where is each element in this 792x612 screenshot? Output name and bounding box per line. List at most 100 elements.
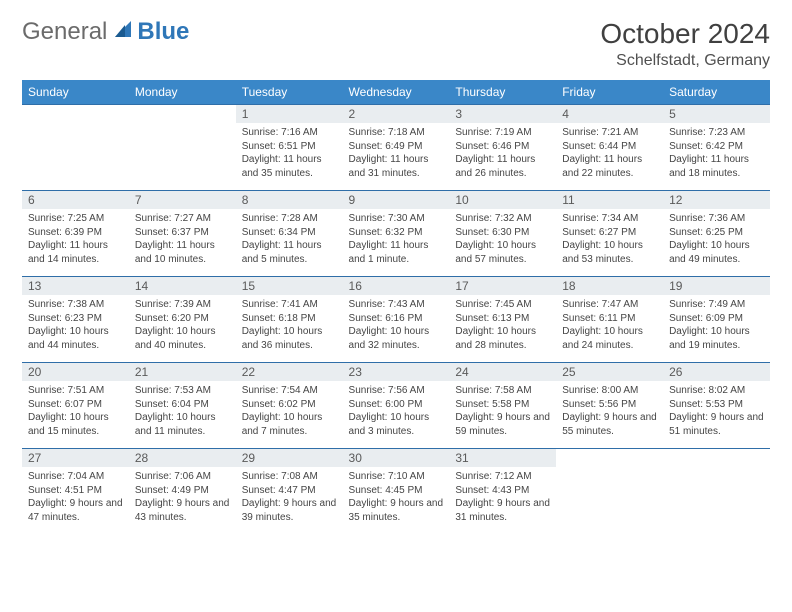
day-body: Sunrise: 7:49 AMSunset: 6:09 PMDaylight:…: [663, 295, 770, 356]
sunset-text: Sunset: 6:16 PM: [349, 312, 444, 326]
calendar-cell: 2Sunrise: 7:18 AMSunset: 6:49 PMDaylight…: [343, 105, 450, 191]
sunrise-text: Sunrise: 7:27 AM: [135, 212, 230, 226]
sunrise-text: Sunrise: 7:36 AM: [669, 212, 764, 226]
sunset-text: Sunset: 6:13 PM: [455, 312, 550, 326]
calendar-cell: 18Sunrise: 7:47 AMSunset: 6:11 PMDayligh…: [556, 277, 663, 363]
calendar-week: 27Sunrise: 7:04 AMSunset: 4:51 PMDayligh…: [22, 449, 770, 535]
sunset-text: Sunset: 6:25 PM: [669, 226, 764, 240]
sunrise-text: Sunrise: 7:47 AM: [562, 298, 657, 312]
day-header: Monday: [129, 80, 236, 105]
day-number: 6: [22, 191, 129, 209]
calendar-cell: 20Sunrise: 7:51 AMSunset: 6:07 PMDayligh…: [22, 363, 129, 449]
daylight-text: Daylight: 11 hours and 22 minutes.: [562, 153, 657, 180]
day-body: Sunrise: 7:23 AMSunset: 6:42 PMDaylight:…: [663, 123, 770, 184]
day-number: 8: [236, 191, 343, 209]
sunrise-text: Sunrise: 7:21 AM: [562, 126, 657, 140]
day-body: Sunrise: 7:53 AMSunset: 6:04 PMDaylight:…: [129, 381, 236, 442]
sunset-text: Sunset: 6:32 PM: [349, 226, 444, 240]
sunrise-text: Sunrise: 7:12 AM: [455, 470, 550, 484]
daylight-text: Daylight: 11 hours and 18 minutes.: [669, 153, 764, 180]
day-number: 17: [449, 277, 556, 295]
daylight-text: Daylight: 10 hours and 3 minutes.: [349, 411, 444, 438]
day-number: 27: [22, 449, 129, 467]
day-header: Saturday: [663, 80, 770, 105]
day-number: 14: [129, 277, 236, 295]
calendar-cell: 25Sunrise: 8:00 AMSunset: 5:56 PMDayligh…: [556, 363, 663, 449]
day-body: Sunrise: 7:54 AMSunset: 6:02 PMDaylight:…: [236, 381, 343, 442]
daylight-text: Daylight: 10 hours and 49 minutes.: [669, 239, 764, 266]
day-number: 29: [236, 449, 343, 467]
sunset-text: Sunset: 4:43 PM: [455, 484, 550, 498]
calendar-cell: 11Sunrise: 7:34 AMSunset: 6:27 PMDayligh…: [556, 191, 663, 277]
day-number: 4: [556, 105, 663, 123]
day-body: Sunrise: 7:47 AMSunset: 6:11 PMDaylight:…: [556, 295, 663, 356]
day-header: Friday: [556, 80, 663, 105]
sunrise-text: Sunrise: 7:32 AM: [455, 212, 550, 226]
calendar-cell: 30Sunrise: 7:10 AMSunset: 4:45 PMDayligh…: [343, 449, 450, 535]
daylight-text: Daylight: 9 hours and 31 minutes.: [455, 497, 550, 524]
sunset-text: Sunset: 6:51 PM: [242, 140, 337, 154]
day-number: 24: [449, 363, 556, 381]
calendar-cell: 21Sunrise: 7:53 AMSunset: 6:04 PMDayligh…: [129, 363, 236, 449]
day-body: Sunrise: 7:04 AMSunset: 4:51 PMDaylight:…: [22, 467, 129, 528]
daylight-text: Daylight: 10 hours and 40 minutes.: [135, 325, 230, 352]
sunset-text: Sunset: 6:00 PM: [349, 398, 444, 412]
day-header: Sunday: [22, 80, 129, 105]
daylight-text: Daylight: 10 hours and 36 minutes.: [242, 325, 337, 352]
day-body: Sunrise: 7:12 AMSunset: 4:43 PMDaylight:…: [449, 467, 556, 528]
calendar-cell: 29Sunrise: 7:08 AMSunset: 4:47 PMDayligh…: [236, 449, 343, 535]
sunrise-text: Sunrise: 7:45 AM: [455, 298, 550, 312]
calendar-cell: [129, 105, 236, 191]
sunrise-text: Sunrise: 8:02 AM: [669, 384, 764, 398]
day-number: 7: [129, 191, 236, 209]
sunset-text: Sunset: 6:20 PM: [135, 312, 230, 326]
day-body: Sunrise: 8:00 AMSunset: 5:56 PMDaylight:…: [556, 381, 663, 442]
sunset-text: Sunset: 4:51 PM: [28, 484, 123, 498]
sunset-text: Sunset: 6:34 PM: [242, 226, 337, 240]
calendar-cell: [556, 449, 663, 535]
daylight-text: Daylight: 10 hours and 15 minutes.: [28, 411, 123, 438]
daylight-text: Daylight: 11 hours and 10 minutes.: [135, 239, 230, 266]
calendar-cell: 23Sunrise: 7:56 AMSunset: 6:00 PMDayligh…: [343, 363, 450, 449]
daylight-text: Daylight: 10 hours and 7 minutes.: [242, 411, 337, 438]
day-number: 20: [22, 363, 129, 381]
day-body: Sunrise: 7:18 AMSunset: 6:49 PMDaylight:…: [343, 123, 450, 184]
sunset-text: Sunset: 6:27 PM: [562, 226, 657, 240]
day-body: Sunrise: 7:06 AMSunset: 4:49 PMDaylight:…: [129, 467, 236, 528]
calendar-cell: 7 Sunrise: 7:27 AMSunset: 6:37 PMDaylight…: [129, 191, 236, 277]
sunset-text: Sunset: 6:49 PM: [349, 140, 444, 154]
calendar-cell: 13Sunrise: 7:38 AMSunset: 6:23 PMDayligh…: [22, 277, 129, 363]
day-body: Sunrise: 7:45 AMSunset: 6:13 PMDaylight:…: [449, 295, 556, 356]
location-subtitle: Schelfstadt, Germany: [600, 52, 770, 70]
calendar-cell: 26Sunrise: 8:02 AMSunset: 5:53 PMDayligh…: [663, 363, 770, 449]
daylight-text: Daylight: 10 hours and 32 minutes.: [349, 325, 444, 352]
day-header: Tuesday: [236, 80, 343, 105]
daylight-text: Daylight: 11 hours and 1 minute.: [349, 239, 444, 266]
calendar-cell: 3Sunrise: 7:19 AMSunset: 6:46 PMDaylight…: [449, 105, 556, 191]
day-body: Sunrise: 7:25 AMSunset: 6:39 PMDaylight:…: [22, 209, 129, 270]
daylight-text: Daylight: 9 hours and 51 minutes.: [669, 411, 764, 438]
calendar-cell: 16Sunrise: 7:43 AMSunset: 6:16 PMDayligh…: [343, 277, 450, 363]
day-number: 31: [449, 449, 556, 467]
day-number: 19: [663, 277, 770, 295]
daylight-text: Daylight: 10 hours and 53 minutes.: [562, 239, 657, 266]
day-body: Sunrise: 7:39 AMSunset: 6:20 PMDaylight:…: [129, 295, 236, 356]
day-body: Sunrise: 7:16 AMSunset: 6:51 PMDaylight:…: [236, 123, 343, 184]
daylight-text: Daylight: 11 hours and 26 minutes.: [455, 153, 550, 180]
sunset-text: Sunset: 6:07 PM: [28, 398, 123, 412]
sunrise-text: Sunrise: 7:41 AM: [242, 298, 337, 312]
sunset-text: Sunset: 5:56 PM: [562, 398, 657, 412]
daylight-text: Daylight: 9 hours and 59 minutes.: [455, 411, 550, 438]
sunrise-text: Sunrise: 7:38 AM: [28, 298, 123, 312]
sunset-text: Sunset: 6:18 PM: [242, 312, 337, 326]
day-body: Sunrise: 7:36 AMSunset: 6:25 PMDaylight:…: [663, 209, 770, 270]
daylight-text: Daylight: 10 hours and 44 minutes.: [28, 325, 123, 352]
sunrise-text: Sunrise: 7:19 AM: [455, 126, 550, 140]
day-body: Sunrise: 7:30 AMSunset: 6:32 PMDaylight:…: [343, 209, 450, 270]
daylight-text: Daylight: 10 hours and 19 minutes.: [669, 325, 764, 352]
sunset-text: Sunset: 6:37 PM: [135, 226, 230, 240]
sunset-text: Sunset: 6:39 PM: [28, 226, 123, 240]
sunrise-text: Sunrise: 7:18 AM: [349, 126, 444, 140]
calendar-cell: 10Sunrise: 7:32 AMSunset: 6:30 PMDayligh…: [449, 191, 556, 277]
day-body: Sunrise: 7:19 AMSunset: 6:46 PMDaylight:…: [449, 123, 556, 184]
